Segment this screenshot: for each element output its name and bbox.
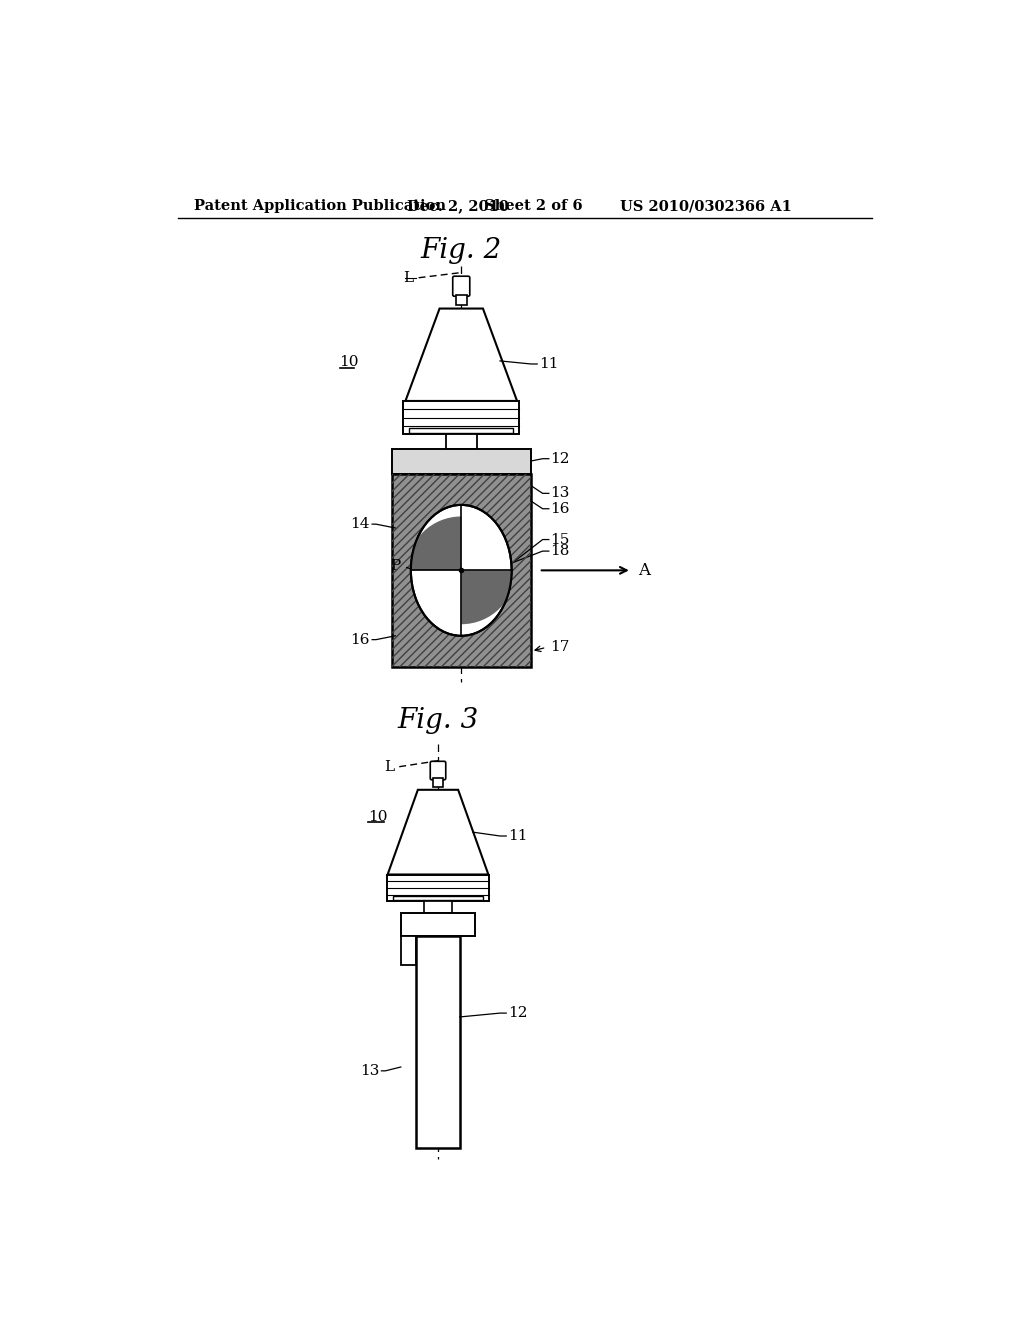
Text: Fig. 3: Fig. 3: [397, 708, 478, 734]
Polygon shape: [388, 789, 488, 875]
FancyBboxPatch shape: [453, 276, 470, 296]
Text: Fig. 2: Fig. 2: [421, 238, 502, 264]
Bar: [400, 913, 475, 936]
Text: 14: 14: [350, 517, 370, 531]
Bar: [424, 902, 452, 913]
Bar: [400, 936, 417, 965]
Text: 10: 10: [340, 355, 359, 370]
Text: 11: 11: [539, 356, 558, 371]
Wedge shape: [461, 570, 515, 624]
Text: Patent Application Publication: Patent Application Publication: [194, 199, 445, 213]
Polygon shape: [406, 309, 517, 401]
Bar: [410, 428, 513, 433]
Bar: [393, 896, 483, 900]
Bar: [445, 434, 477, 449]
Text: 12: 12: [508, 1006, 527, 1020]
Text: 11: 11: [508, 829, 527, 843]
Text: A: A: [638, 562, 650, 579]
Bar: [391, 474, 531, 667]
Bar: [433, 779, 442, 788]
Bar: [387, 875, 489, 902]
Text: 13: 13: [550, 486, 569, 500]
Text: US 2010/0302366 A1: US 2010/0302366 A1: [621, 199, 792, 213]
Text: P: P: [390, 560, 400, 573]
Text: Dec. 2, 2010: Dec. 2, 2010: [407, 199, 509, 213]
Text: L: L: [403, 271, 414, 285]
Text: 17: 17: [550, 640, 569, 655]
Bar: [391, 450, 531, 474]
Bar: [456, 294, 467, 305]
Text: 13: 13: [359, 1064, 379, 1078]
Text: 16: 16: [550, 502, 570, 516]
Text: 18: 18: [550, 544, 569, 558]
Text: 16: 16: [350, 632, 370, 647]
FancyBboxPatch shape: [430, 762, 445, 780]
Text: L: L: [384, 760, 394, 774]
Bar: [403, 401, 519, 434]
Text: 10: 10: [369, 809, 388, 824]
Bar: [417, 936, 460, 1148]
Bar: [391, 474, 531, 667]
Text: 12: 12: [550, 451, 570, 466]
Text: 15: 15: [550, 532, 569, 546]
Text: Sheet 2 of 6: Sheet 2 of 6: [484, 199, 583, 213]
Wedge shape: [407, 516, 461, 570]
Ellipse shape: [411, 506, 512, 636]
